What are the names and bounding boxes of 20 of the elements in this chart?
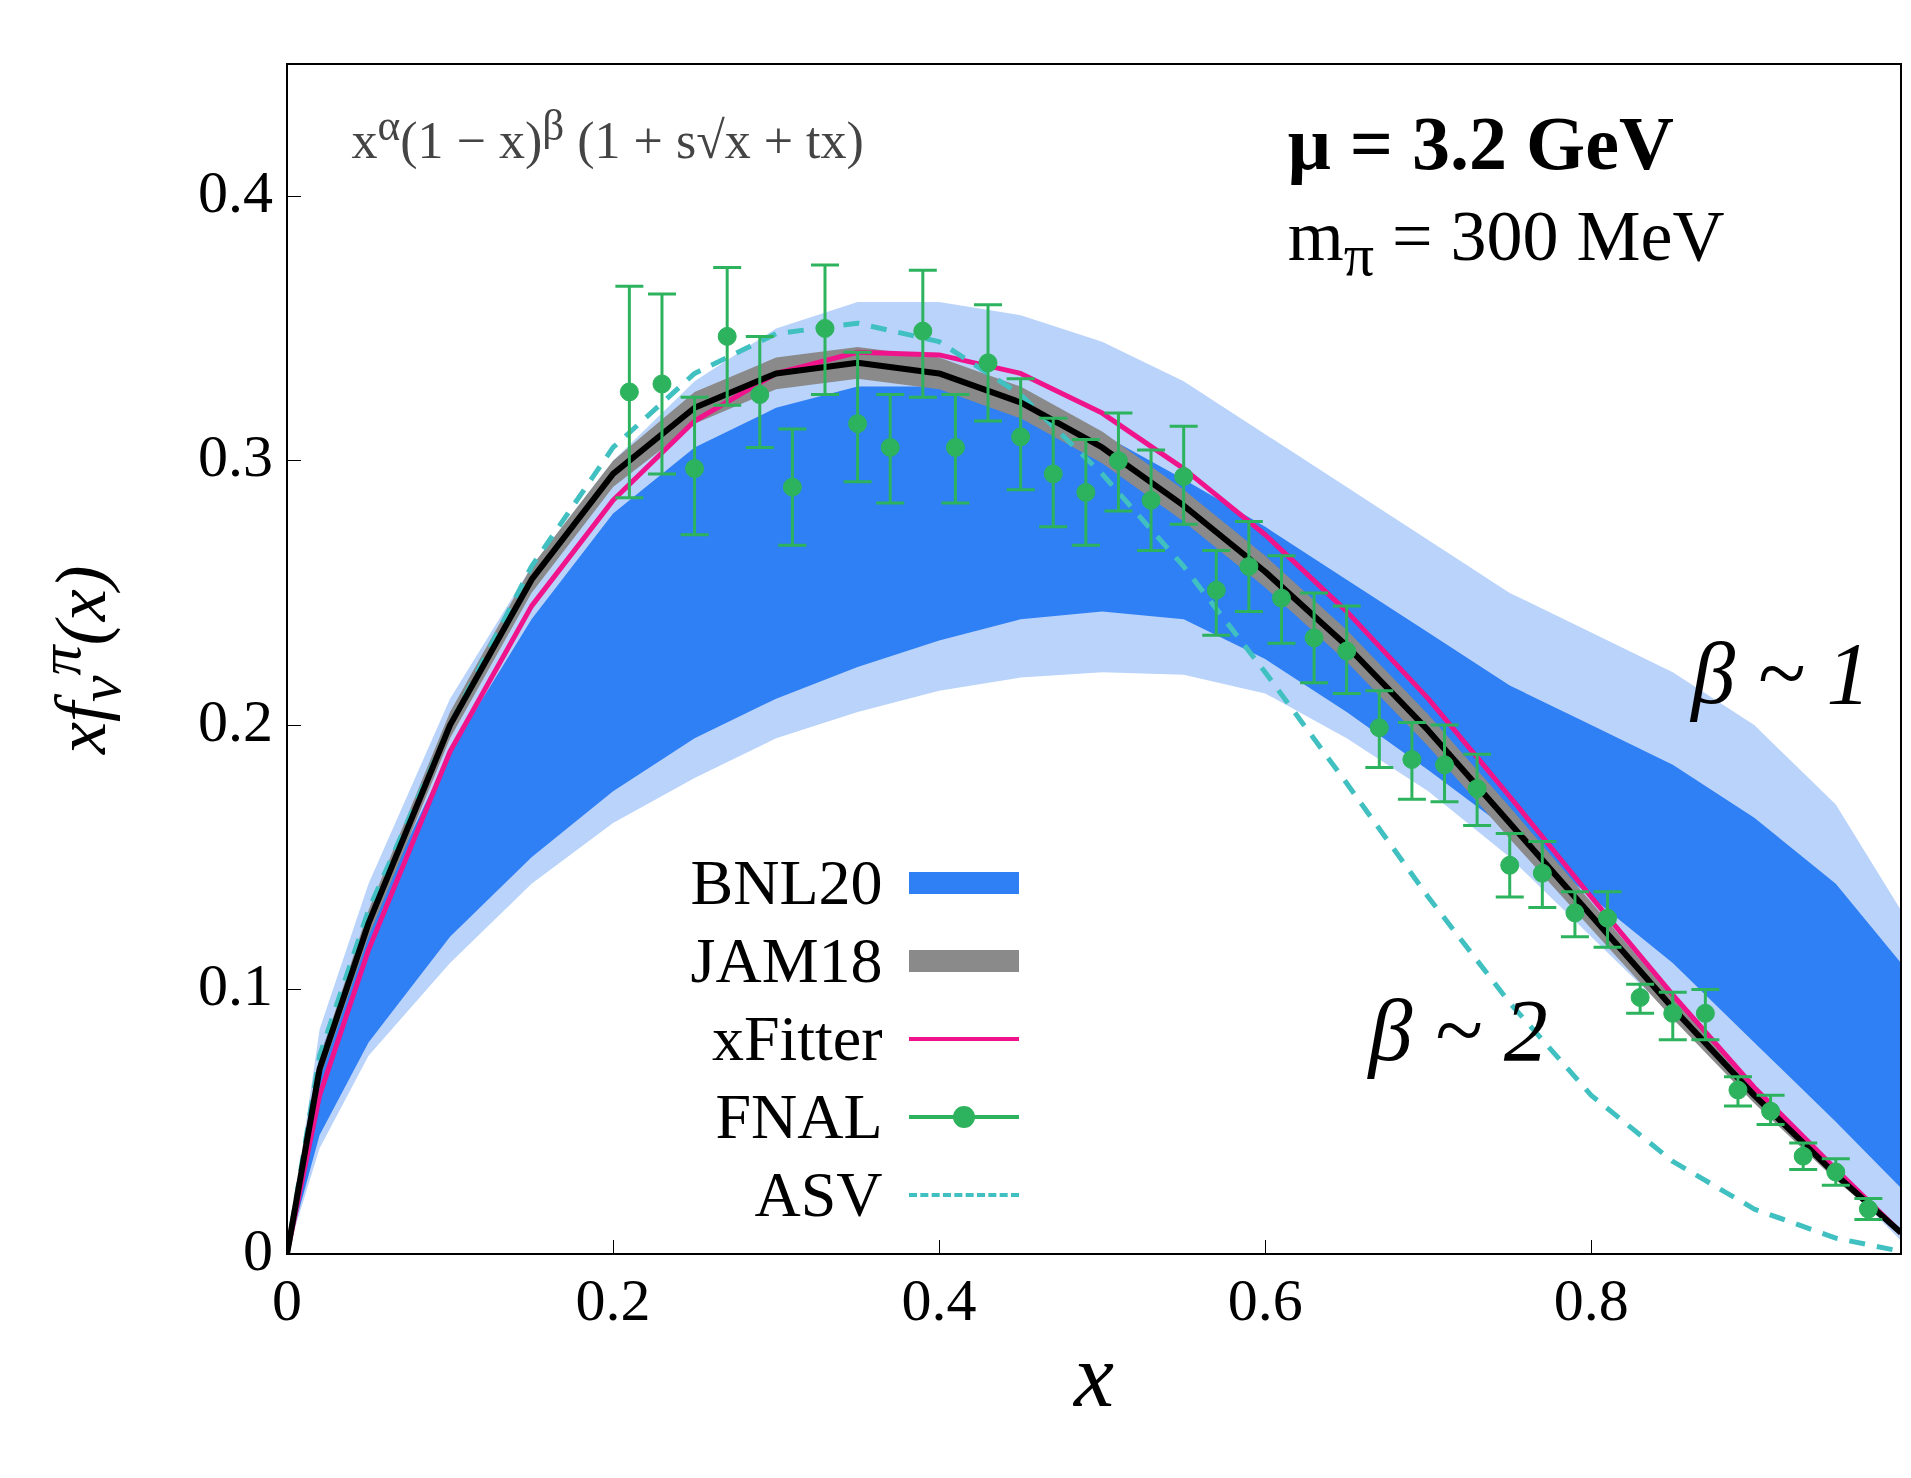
annotation: β ~ 1 [1691,624,1871,725]
legend-label: FNAL [715,1080,883,1154]
x-tick-label: 0.4 [901,1266,977,1333]
annotation: μ = 3.2 GeV [1287,99,1674,187]
x-axis-title: x [1074,1325,1114,1427]
legend-label: BNL20 [690,846,883,920]
y-tick-label: 0 [243,1216,273,1283]
annotation: β ~ 2 [1368,981,1548,1082]
y-tick-label: 0.2 [198,687,273,754]
x-tick-label: 0.8 [1553,1266,1629,1333]
legend-label: xFitter [711,1002,883,1076]
legend-label: ASV [754,1158,883,1232]
x-tick-label: 0.2 [575,1266,651,1333]
annotation: m$_{π}$ = 300 MeV [1287,194,1725,291]
annotation: x$^{α}$(1 − x)$^{β}$ (1 + s√x + tx) [351,99,864,171]
y-tick-label: 0.3 [198,423,273,490]
x-tick-label: 0.6 [1227,1266,1303,1333]
legend-label: JAM18 [690,924,883,998]
y-tick-label: 0.1 [198,952,273,1019]
y-tick-label: 0.4 [198,158,273,225]
